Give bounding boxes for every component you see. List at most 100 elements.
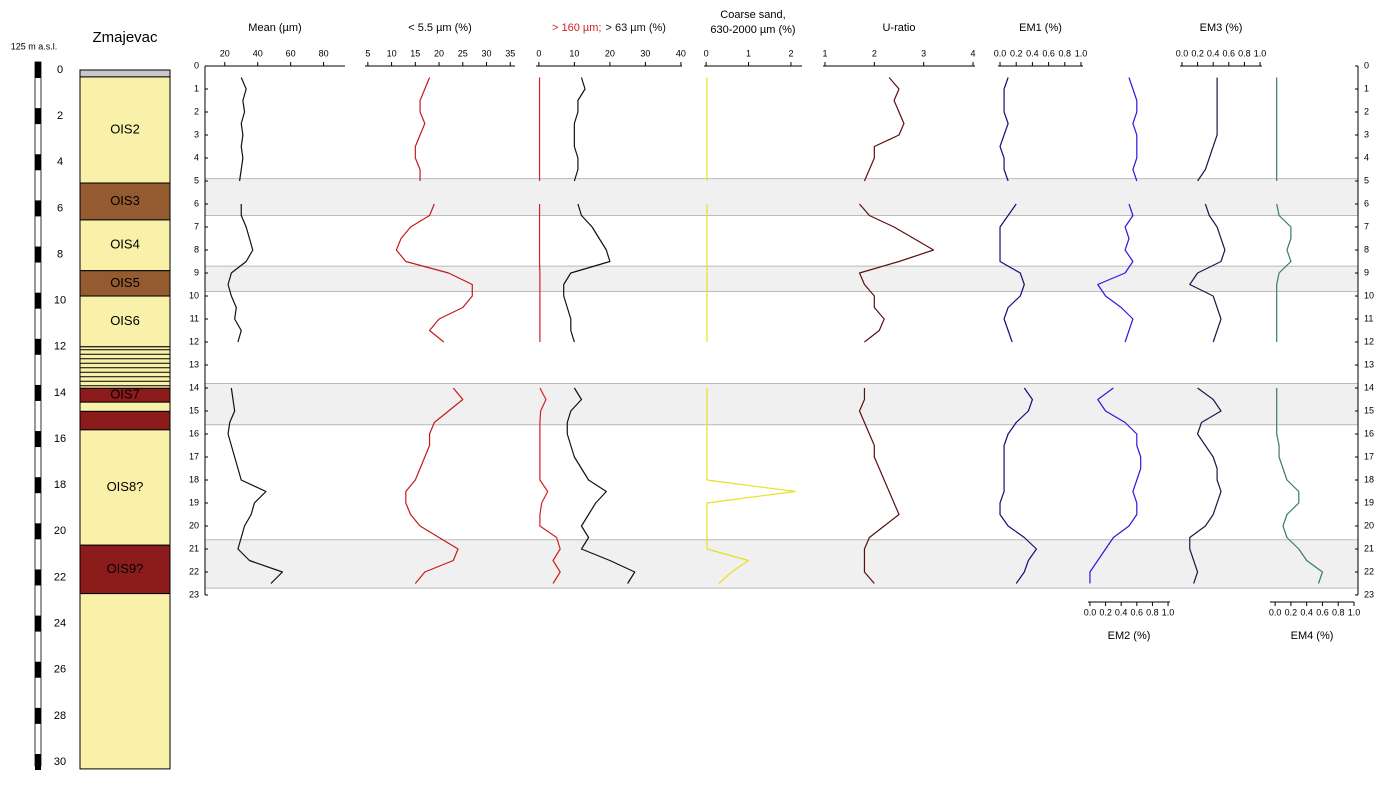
x-tick-label: 0.2 [1191, 48, 1204, 58]
depth-tick-label: 15 [1364, 405, 1374, 415]
depth-tick-label: 6 [1364, 198, 1369, 208]
layer-label: OIS2 [110, 121, 140, 136]
panel-title: U-ratio [882, 22, 915, 34]
x-tick-label: 1.0 [1075, 48, 1088, 58]
x-tick-label: 2 [788, 48, 793, 58]
depth-tick-label: 16 [189, 428, 199, 438]
depth-tick-label: 6 [194, 198, 199, 208]
x-tick-label: 0.8 [1059, 48, 1072, 58]
depth-tick-label: 8 [57, 248, 63, 260]
profile-line [1189, 77, 1226, 584]
layer-label: OIS8? [107, 479, 144, 494]
depth-tick-label: 0 [57, 64, 63, 76]
profile-line [706, 77, 796, 584]
depth-tick-label: 11 [1364, 313, 1373, 323]
x-tick-label: 20 [220, 48, 230, 58]
scale-segment [35, 292, 41, 309]
x-tick-label: 1 [822, 48, 827, 58]
x-tick-label: 0.2 [1010, 48, 1023, 58]
depth-tick-label: 0 [1364, 60, 1369, 70]
depth-tick-label: 0 [194, 60, 199, 70]
x-tick-label: 35 [505, 48, 515, 58]
x-tick-label: 60 [286, 48, 296, 58]
x-tick-label: 0.4 [1026, 48, 1039, 58]
depth-tick-label: 2 [1364, 106, 1369, 116]
x-tick-label: 0.4 [1300, 607, 1313, 617]
depth-tick-label: 26 [54, 664, 66, 676]
depth-tick-label: 16 [54, 433, 66, 445]
x-tick-label: 5 [365, 48, 370, 58]
depth-tick-label: 1 [1364, 83, 1369, 93]
depth-tick-label: 11 [190, 313, 199, 323]
column-title: Zmajevac [92, 29, 158, 46]
layer-label: OIS3 [110, 193, 140, 208]
panel-title: > 160 µm; > 63 µm (%) [552, 22, 666, 34]
profile-line [858, 77, 935, 584]
depth-tick-label: 18 [189, 474, 199, 484]
depth-tick-label: 19 [1364, 497, 1374, 507]
depth-tick-label: 9 [1364, 267, 1369, 277]
shaded-interval [204, 382, 1359, 426]
depth-tick-label: 22 [1364, 566, 1374, 576]
x-tick-label: 0.2 [1099, 607, 1112, 617]
depth-tick-label: 4 [194, 152, 199, 162]
x-tick-label: 0.0 [1176, 48, 1189, 58]
x-tick-label: 10 [387, 48, 397, 58]
depth-tick-label: 12 [189, 336, 199, 346]
profile-line [1276, 77, 1324, 584]
layer-label: OIS9? [107, 561, 144, 576]
x-tick-label: 1.0 [1348, 607, 1361, 617]
panel: 0.0 0.2 0.4 0.6 0.8 1.0 EM2 (%) [1084, 77, 1174, 642]
profile-line [999, 77, 1038, 584]
depth-tick-label: 15 [189, 405, 199, 415]
profile-line [563, 77, 636, 584]
x-tick-label: 0.0 [1269, 607, 1282, 617]
profile-line [1089, 77, 1142, 584]
x-tick-label: 0.8 [1332, 607, 1345, 617]
depth-tick-label: 3 [194, 129, 199, 139]
depth-tick-label: 21 [189, 543, 199, 553]
depth-tick-label: 23 [1364, 589, 1374, 599]
panel: 0.0 0.2 0.4 0.6 0.8 1.0 EM1 (%) [994, 22, 1087, 584]
depth-tick-label: 7 [194, 221, 199, 231]
panel-title: EM3 (%) [1200, 22, 1243, 34]
shaded-interval [204, 539, 1359, 589]
shaded-interval [204, 178, 1359, 216]
profile-line [227, 77, 284, 584]
scale-segment [35, 569, 41, 586]
x-tick-label: 40 [676, 48, 686, 58]
depth-tick-label: 9 [194, 267, 199, 277]
depth-tick-label: 2 [57, 110, 63, 122]
scale-segment [35, 754, 41, 770]
x-tick-label: 10 [569, 48, 579, 58]
panel: 0 1 2 Coarse sand, 630-2000 µm (%) [704, 9, 802, 584]
x-tick-label: 0.6 [1223, 48, 1236, 58]
depth-tick-label: 20 [189, 520, 199, 530]
panel: 20 40 60 80 Mean (µm) [205, 22, 345, 584]
depth-tick-label: 22 [54, 571, 66, 583]
x-tick-label: 0.6 [1131, 607, 1144, 617]
column-layer [79, 410, 171, 431]
depth-tick-label: 14 [189, 382, 199, 392]
x-tick-label: 1.0 [1254, 48, 1267, 58]
depth-tick-label: 24 [54, 618, 66, 630]
depth-tick-label: 4 [1364, 152, 1369, 162]
depth-tick-label: 16 [1364, 428, 1374, 438]
depth-tick-label: 8 [194, 244, 199, 254]
depth-tick-label: 21 [1364, 543, 1374, 553]
depth-tick-label: 20 [54, 525, 66, 537]
scale-segment [35, 523, 41, 540]
depth-tick-label: 4 [57, 156, 63, 168]
column-layer [79, 429, 171, 546]
depth-tick-label: 13 [1364, 359, 1374, 369]
x-tick-label: 4 [971, 48, 976, 58]
panel-title: < 5.5 µm (%) [408, 22, 472, 34]
depth-tick-label: 2 [194, 106, 199, 116]
depth-tick-label: 18 [54, 479, 66, 491]
x-tick-label: 3 [921, 48, 926, 58]
profile-line [395, 77, 473, 584]
scale-segment [35, 431, 41, 448]
depth-tick-label: 23 [189, 589, 199, 599]
